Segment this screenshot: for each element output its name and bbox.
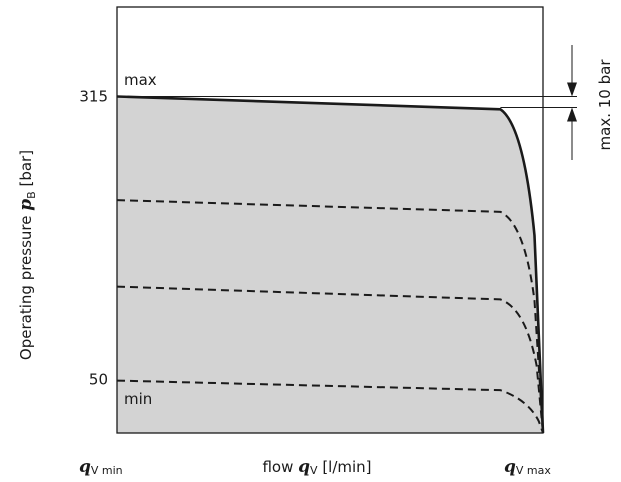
pressure-setting-curve-1 [116, 199, 544, 433]
y-axis-label-unit: [bar] [17, 150, 35, 191]
max-annotation: max [124, 71, 157, 89]
x-axis-label-subscript: V [310, 464, 318, 477]
y-axis-label-symbol: p [16, 199, 36, 211]
x-axis-label: flow qV [l/min] [262, 457, 371, 477]
y-axis-label-subscript: B [25, 191, 38, 199]
x-axis-label-unit: [l/min] [318, 458, 372, 476]
max-pressure-curve [116, 95, 545, 433]
tolerance-dimension [567, 45, 577, 160]
plot-frame [116, 6, 544, 434]
y-axis-label: Operating pressure pB [bar] [16, 150, 38, 360]
series-layer [116, 95, 545, 434]
y-tick-label: 50 [89, 371, 108, 389]
tolerance-arrow-down-icon [567, 82, 577, 97]
pressure-setting-curve-2 [116, 285, 544, 433]
x-tick-label-qv-min: qV min [79, 457, 123, 477]
x-tick-subscript: V max [516, 464, 551, 477]
x-tick-symbol: q [504, 457, 516, 477]
y-tick-label: 315 [79, 88, 108, 106]
tolerance-label: max. 10 bar [596, 59, 614, 151]
x-tick-subscript: V min [91, 464, 123, 477]
x-tick-label-qv-max: qV max [504, 457, 551, 477]
operating-area-fill [117, 96, 543, 433]
y-axis-label-prefix: Operating pressure [17, 211, 35, 360]
pressure-setting-curve-3 [116, 379, 544, 434]
x-axis-label-symbol: q [298, 457, 310, 477]
tolerance-arrow-up-icon [567, 107, 577, 122]
x-tick-symbol: q [79, 457, 91, 477]
min-annotation: min [124, 390, 152, 408]
x-axis-label-prefix: flow [262, 458, 298, 476]
